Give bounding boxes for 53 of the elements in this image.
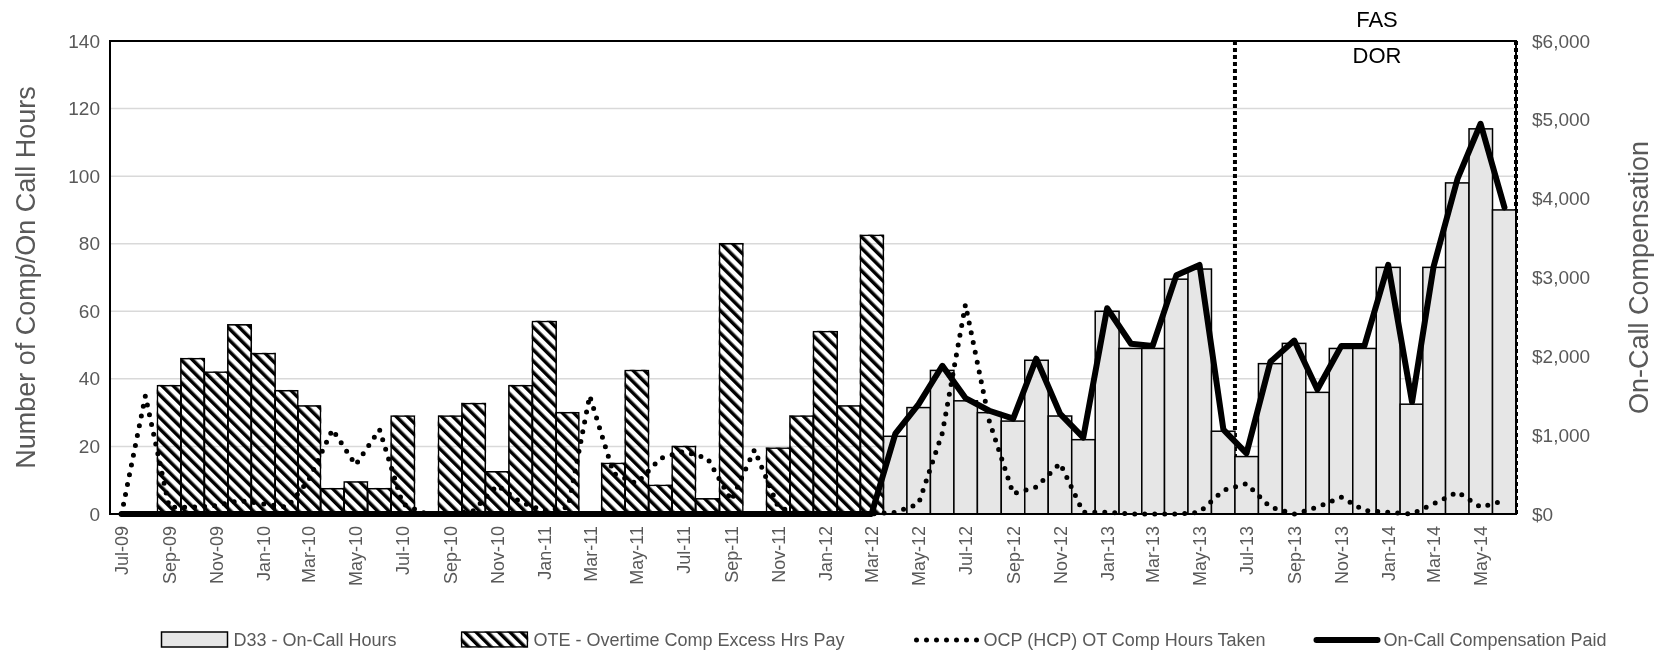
x-tick-label: Nov-10 <box>488 526 509 585</box>
x-tick-label: Sep-13 <box>1285 526 1306 585</box>
legend-label: OTE - Overtime Comp Excess Hrs Pay <box>533 630 845 651</box>
x-tick-label: Jul-10 <box>393 526 414 576</box>
x-tick-label: Jul-09 <box>112 526 133 576</box>
y-tick-label: 60 <box>78 300 100 322</box>
x-tick-label: May-10 <box>346 526 367 587</box>
x-tick-label: Jan-10 <box>254 526 275 582</box>
y-axis-title: Number of Comp/On Call Hours <box>11 86 41 469</box>
y2-tick-label: $1,000 <box>1532 424 1591 446</box>
text: FAS <box>1356 7 1398 32</box>
x-tick-label: Jul-12 <box>956 526 977 576</box>
x-tick-label: Nov-11 <box>769 526 790 583</box>
y-tick-label: 20 <box>78 436 100 458</box>
y-tick-label: 120 <box>68 98 100 120</box>
x-tick-label: Jan-12 <box>816 526 837 582</box>
x-tick-label: May-14 <box>1471 526 1492 587</box>
x-tick-label: Mar-11 <box>580 526 601 582</box>
x-tick-label: Jul-13 <box>1237 526 1258 576</box>
x-tick-label: May-13 <box>1190 526 1211 587</box>
legend-label: OCP (HCP) OT Comp Hours Taken <box>983 630 1266 651</box>
x-tick-label: May-11 <box>627 526 648 585</box>
x-tick-label: Sep-12 <box>1004 526 1024 585</box>
y2-tick-label: $3,000 <box>1532 267 1591 289</box>
legend-label: D33 - On-Call Hours <box>233 630 397 651</box>
y-tick-label: 100 <box>68 165 100 187</box>
x-tick-label: Jan-14 <box>1378 526 1399 582</box>
y2-tick-label: $5,000 <box>1532 109 1591 131</box>
y-tick-label: 140 <box>68 30 100 52</box>
x-tick-label: Jan-11 <box>535 526 556 580</box>
y2-axis-title: On-Call Compensation <box>1624 140 1654 415</box>
x-tick-label: Sep-09 <box>160 526 181 585</box>
x-tick-label: Mar-13 <box>1143 526 1164 584</box>
y-tick-label: 40 <box>78 368 100 390</box>
x-tick-label: Mar-14 <box>1424 526 1445 584</box>
y2-tick-label: $4,000 <box>1532 188 1591 210</box>
x-tick-label: Jan-13 <box>1097 526 1118 582</box>
x-tick-label: Mar-10 <box>299 526 320 584</box>
y2-tick-label: $0 <box>1532 503 1554 525</box>
y2-tick-label: $2,000 <box>1532 345 1591 367</box>
x-tick-label: May-12 <box>909 526 930 587</box>
y-tick-label: 0 <box>89 503 100 525</box>
annotation: DOR <box>1352 43 1402 68</box>
x-tick-label: Jul-11 <box>674 526 695 574</box>
x-tick-label: Nov-12 <box>1050 526 1071 585</box>
x-tick-label: Sep-11 <box>722 526 743 583</box>
x-tick-label: Nov-13 <box>1332 526 1353 585</box>
y2-tick-label: $6,000 <box>1532 30 1591 52</box>
x-tick-label: Nov-09 <box>207 526 228 585</box>
x-tick-label: Sep-10 <box>441 526 462 585</box>
y-tick-label: 80 <box>78 233 100 255</box>
x-tick-label: Mar-12 <box>862 526 883 584</box>
legend-label: On-Call Compensation Paid <box>1383 630 1607 651</box>
